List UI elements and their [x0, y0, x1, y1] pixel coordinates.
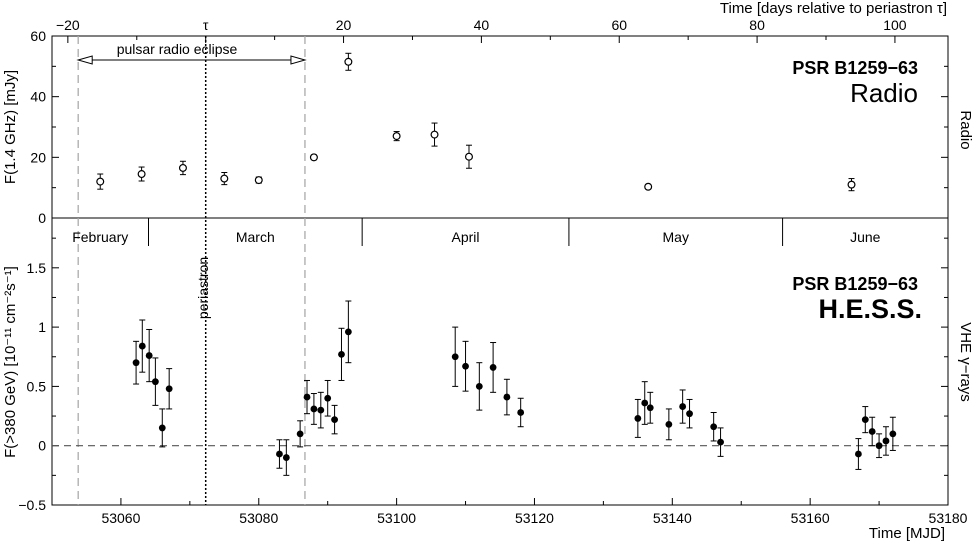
hess-side-label: VHE γ−rays: [957, 322, 974, 402]
hess-data-point: [889, 430, 897, 438]
hess-data-point: [338, 350, 345, 358]
month-label: May: [663, 229, 689, 245]
x-axis-label: Time [MJD]: [869, 525, 945, 542]
hess-data-point: [641, 399, 649, 407]
hess-data-point: [686, 410, 693, 418]
month-label: March: [236, 229, 275, 245]
top-axis-tick-label: τ: [203, 17, 209, 33]
x-tick-label: 53160: [791, 510, 830, 526]
hess-data-point: [679, 403, 687, 410]
hess-data-point: [882, 437, 890, 445]
x-tick-label: 53060: [101, 510, 140, 526]
radio-data-point: [220, 174, 229, 183]
hess-y-tick-label: 1: [38, 319, 46, 335]
top-axis-tick-label: 20: [336, 17, 352, 33]
hess-data-point: [344, 328, 352, 336]
hess-data-point: [475, 383, 483, 390]
eclipse-arrow-left-head: [76, 55, 93, 65]
hess-data-point: [158, 424, 166, 432]
x-tick-label: 53100: [377, 510, 416, 526]
radio-y-axis-label: F(1.4 GHz) [mJy]: [2, 70, 19, 184]
radio-data-point: [847, 180, 856, 189]
hess-data-point: [462, 362, 469, 370]
radio-data-point: [430, 130, 439, 139]
hess-data-point: [451, 353, 459, 361]
hess-data-point: [875, 442, 883, 450]
hess-data-point: [151, 378, 159, 386]
hess-data-point: [717, 438, 724, 446]
radio-instrument-label: Radio: [850, 78, 918, 108]
hess-data-point: [282, 454, 290, 461]
hess-data-point: [634, 415, 642, 422]
hess-data-point: [145, 352, 153, 359]
hess-data-point: [310, 405, 318, 413]
radio-data-point: [392, 132, 401, 141]
top-axis-tick-label: 60: [611, 17, 627, 33]
radio-y-tick-label: 60: [30, 28, 46, 44]
month-label: April: [452, 229, 480, 245]
radio-data-point: [464, 152, 473, 161]
radio-y-tick-label: 40: [30, 89, 46, 105]
hess-y-axis-label: F(>380 GeV) [10⁻¹¹ cm⁻²s⁻¹]: [2, 266, 19, 458]
radio-data-point: [344, 57, 353, 66]
hess-source-name: PSR B1259−63: [792, 274, 918, 294]
hess-data-point: [517, 409, 525, 416]
radio-source-name: PSR B1259−63: [792, 58, 918, 78]
radio-y-tick-label: 0: [38, 210, 46, 226]
eclipse-label: pulsar radio eclipse: [117, 41, 238, 57]
chart-marks: 0 20 40 60 −20 τ 20 40 60 80 100 −0.5 0 0.5 1 1.5 53060 5…: [18, 17, 967, 526]
hess-data-point: [296, 430, 304, 438]
hess-y-tick-label: 0: [38, 438, 46, 454]
radio-data-point: [137, 170, 146, 179]
hess-y-tick-label: 1.5: [27, 260, 47, 276]
top-axis-tick-label: 40: [474, 17, 490, 33]
top-axis-tick-label: 100: [883, 17, 907, 33]
radio-y-tick-label: 20: [30, 149, 46, 165]
radio-data-point: [254, 176, 263, 185]
top-axis-label: Time [days relative to periastron τ]: [720, 0, 947, 17]
x-tick-label: 53140: [653, 510, 692, 526]
eclipse-arrow-right-head: [290, 55, 307, 65]
top-axis-tick-label: −20: [56, 17, 80, 33]
hess-data-point: [855, 450, 862, 458]
hess-data-point: [165, 385, 173, 393]
hess-data-point: [138, 342, 146, 350]
hess-y-tick-label: 0.5: [27, 378, 47, 394]
radio-side-label: Radio: [957, 110, 974, 149]
x-tick-label: 53120: [515, 510, 554, 526]
radio-data-point: [96, 177, 105, 186]
hess-data-point: [331, 416, 338, 424]
month-label: February: [72, 229, 128, 245]
hess-data-point: [861, 416, 869, 424]
radio-data-point: [644, 182, 653, 191]
hess-data-point: [324, 394, 332, 402]
hess-y-tick-label: −0.5: [18, 497, 46, 513]
hess-data-point: [868, 428, 876, 435]
hess-data-point: [646, 404, 654, 412]
hess-data-point: [317, 406, 325, 414]
hess-data-point: [276, 450, 283, 458]
hess-data-point: [503, 393, 511, 401]
hess-data-point: [665, 420, 673, 428]
month-label: June: [850, 229, 881, 245]
hess-data-point: [489, 364, 497, 371]
hess-data-point: [132, 359, 140, 367]
x-tick-label: 53080: [239, 510, 278, 526]
hess-panel-frame: [51, 217, 949, 506]
radio-data-point: [178, 163, 187, 172]
hess-instrument-label: H.E.S.S.: [818, 294, 922, 324]
top-axis-tick-label: 80: [749, 17, 765, 33]
radio-data-point: [309, 153, 318, 162]
x-tick-label: 53180: [929, 510, 968, 526]
hess-data-point: [303, 393, 311, 401]
periastron-label: periastron: [195, 257, 211, 319]
hess-data-point: [710, 423, 718, 431]
